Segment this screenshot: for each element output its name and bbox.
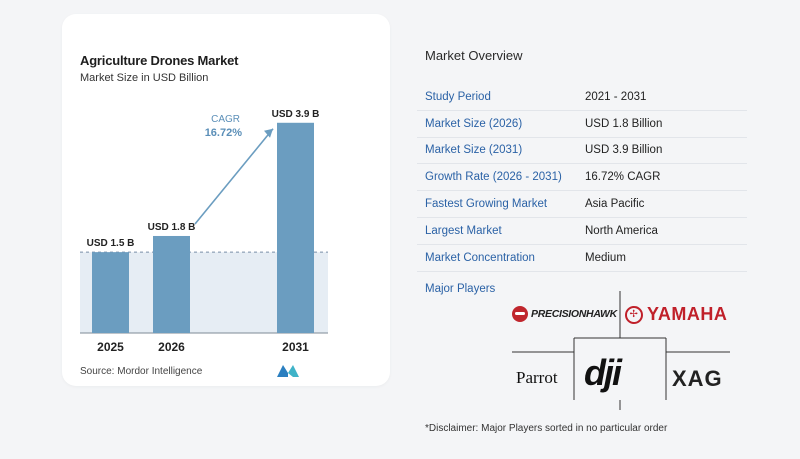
overview-row-label: Growth Rate (2026 - 2031): [425, 171, 562, 184]
yamaha-tuning-fork-icon: ✢: [625, 305, 643, 324]
dji-logo: dji: [584, 352, 622, 394]
cagr-label: CAGR: [211, 114, 240, 125]
overview-row: Market Concentration Medium: [417, 245, 747, 272]
overview-row-value: 16.72% CAGR: [585, 171, 661, 184]
parrot-logo: Parrot: [516, 368, 558, 388]
overview-row-value: North America: [585, 224, 658, 237]
bar-2031: [277, 122, 314, 333]
bar-2026: [153, 235, 190, 333]
overview-row-label: Market Concentration: [425, 251, 535, 264]
overview-row-label: Market Size (2031): [425, 144, 523, 157]
precisionhawk-name: PRECISIONHAWK: [531, 308, 617, 320]
disclaimer: *Disclaimer: Major Players sorted in no …: [425, 423, 668, 434]
overview-row-value: Asia Pacific: [585, 198, 645, 211]
x-tick-label: 2025: [97, 340, 124, 354]
overview-row: Market Size (2031) USD 3.9 Billion: [417, 138, 747, 165]
bar-value-label: USD 1.8 B: [148, 222, 196, 233]
overview-row-label: Fastest Growing Market: [425, 198, 548, 211]
dji-name: dji: [584, 352, 622, 393]
overview-row: Largest Market North America: [417, 218, 747, 245]
bar-2025: [92, 252, 129, 333]
source-label: Source:: [80, 366, 115, 377]
overview-row-value: USD 3.9 Billion: [585, 144, 663, 157]
overview-row: Study Period 2021 - 2031: [417, 84, 747, 111]
yamaha-name: YAMAHA: [647, 304, 728, 324]
chart-title: Agriculture Drones Market: [80, 53, 239, 68]
precisionhawk-logo: PRECISIONHAWK: [512, 306, 617, 322]
source-name: Mordor Intelligence: [117, 366, 203, 377]
overview-row: Market Size (2026) USD 1.8 Billion: [417, 111, 747, 138]
xag-logo: XAG: [672, 366, 723, 392]
mordor-logo-icon: [277, 365, 299, 377]
chart-subtitle: Market Size in USD Billion: [80, 72, 209, 84]
overview-row: Fastest Growing Market Asia Pacific: [417, 191, 747, 218]
parrot-name: Parrot: [516, 368, 558, 387]
overview-row-value: Medium: [585, 251, 626, 264]
cagr-arrow-head: [264, 128, 273, 138]
cagr-arrow-line: [194, 128, 274, 225]
cagr-value: 16.72%: [205, 127, 243, 139]
yamaha-logo: ✢ YAMAHA: [625, 304, 727, 325]
source-text: Source: Mordor Intelligence: [80, 366, 202, 377]
overview-row-label: Study Period: [425, 90, 491, 103]
overview-row: Growth Rate (2026 - 2031) 16.72% CAGR: [417, 164, 747, 192]
bar-value-label: USD 1.5 B: [87, 238, 135, 249]
market-overview-title: Market Overview: [425, 48, 523, 63]
overview-row-label: Market Size (2026): [425, 117, 523, 130]
bar-value-label: USD 3.9 B: [272, 109, 320, 120]
x-tick-label: 2031: [282, 340, 309, 354]
overview-table: Study Period 2021 - 2031 Market Size (2026…: [417, 84, 747, 272]
xag-name: XAG: [672, 366, 723, 391]
precisionhawk-mark-icon: [512, 306, 528, 322]
overview-row-label: Largest Market: [425, 224, 502, 237]
overview-row-value: 2021 - 2031: [585, 90, 647, 103]
x-tick-label: 2026: [158, 340, 185, 354]
major-players-title: Major Players: [425, 283, 496, 295]
overview-row-value: USD 1.8 Billion: [585, 117, 663, 130]
